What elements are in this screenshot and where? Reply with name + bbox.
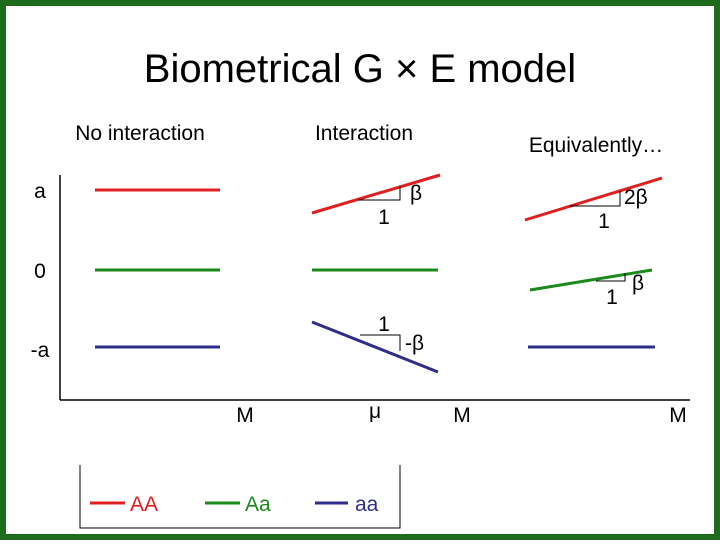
slope-line-green [529, 268, 653, 292]
slope-line-red [524, 176, 663, 222]
x-label: M [453, 404, 471, 427]
x-label: μ [369, 400, 381, 423]
slope-label: 1 [378, 206, 390, 229]
x-label: M [236, 404, 254, 427]
legend-label: Aa [245, 493, 271, 516]
panel-label: No interaction [75, 122, 205, 145]
slope-triangle [360, 334, 401, 351]
slope-line-blue [311, 320, 439, 374]
slope-label: β [632, 272, 644, 295]
x-label: M [669, 404, 687, 427]
legend-label: AA [130, 493, 158, 516]
title: Biometrical G × E model [144, 47, 576, 91]
y-label: a [34, 180, 46, 203]
slope-triangle [570, 191, 621, 207]
slope-label: 1 [606, 286, 618, 309]
slope-label: -β [405, 332, 424, 355]
slope-label: 1 [598, 210, 610, 233]
y-label: 0 [34, 260, 46, 283]
slope-line-red [311, 173, 441, 215]
slope-triangle [596, 273, 626, 282]
legend-box [79, 465, 401, 529]
slope-label: 1 [378, 313, 390, 336]
panel-label: Interaction [315, 122, 413, 145]
slope-label: β [410, 182, 422, 205]
panel-label: Equivalently… [529, 134, 663, 157]
slope-triangle [358, 186, 401, 201]
y-label: -a [31, 339, 50, 362]
legend-label: aa [355, 493, 379, 516]
slope-label: 2β [624, 186, 648, 209]
